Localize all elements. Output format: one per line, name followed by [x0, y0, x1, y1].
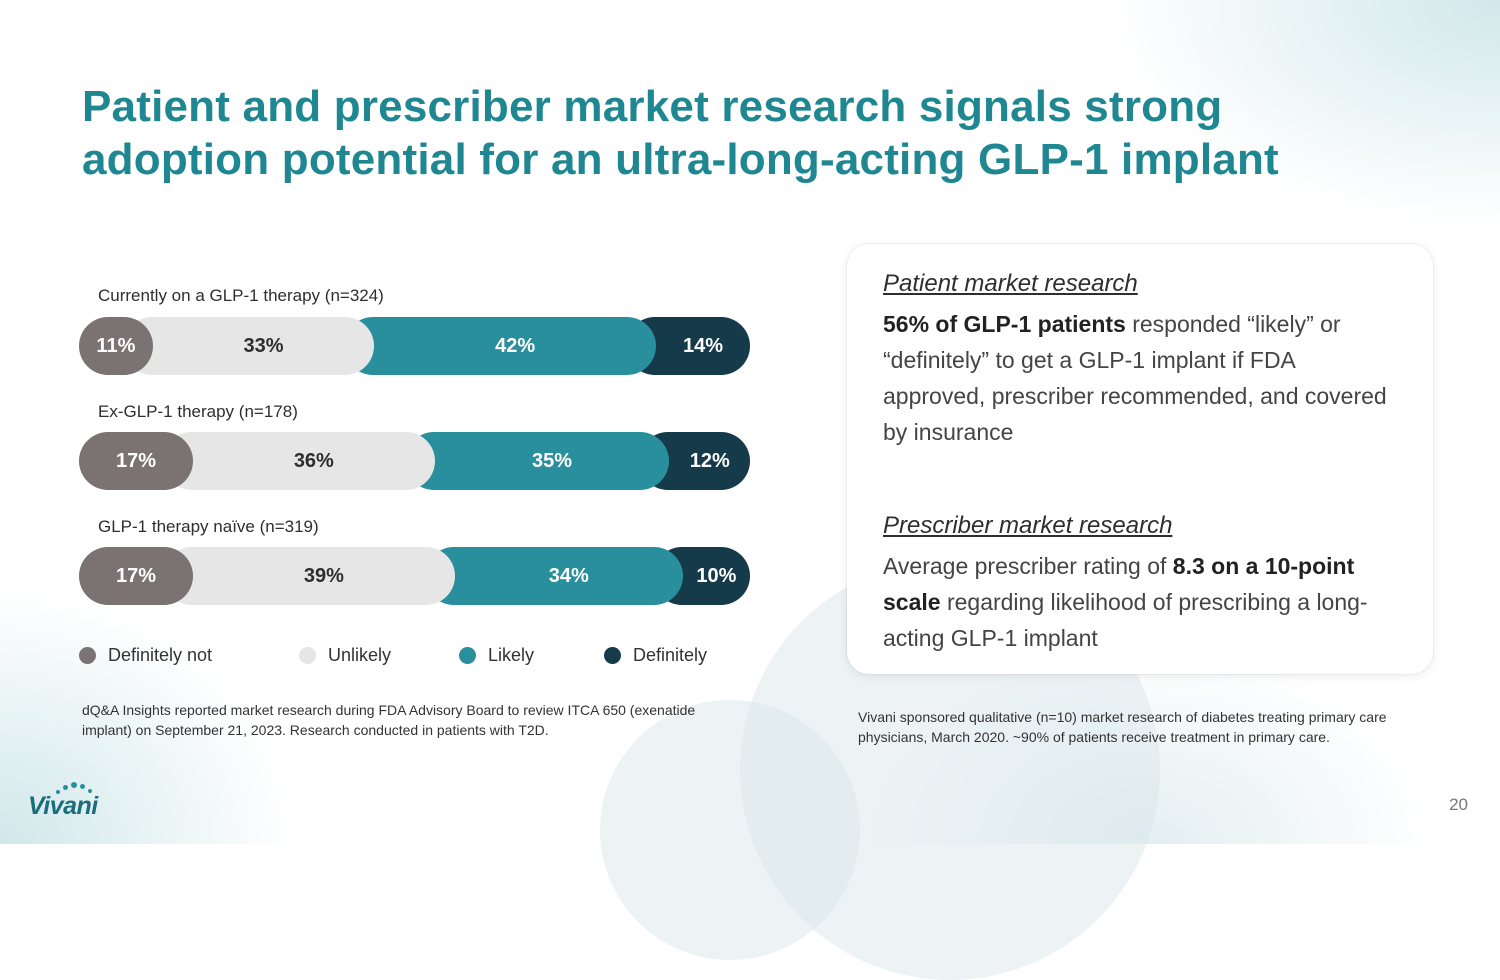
bar-segment-label: 11% [96, 334, 136, 357]
logo-dot [56, 790, 60, 794]
bar-segment-unlikely: 33% [122, 317, 375, 375]
bar-segment-label: 33% [243, 334, 284, 357]
bar-category-label: Ex-GLP-1 therapy (n=178) [98, 402, 298, 421]
bar-segment-definitely-not: 17% [79, 432, 194, 490]
legend-label: Definitely [633, 645, 708, 665]
research-summary-card: Patient market research 56% of GLP-1 pat… [847, 244, 1433, 674]
logo-dot [80, 784, 85, 789]
patient-research-body: responded “likely” or “definitely” to ge… [883, 311, 1387, 445]
bar-category-label: GLP-1 therapy naïve (n=319) [98, 517, 319, 536]
legend-item-definitely: Definitely [604, 645, 707, 666]
stacked-bar: 11% 33% 42% 14% [79, 317, 750, 375]
bar-segment-label: 35% [532, 449, 573, 472]
chart-legend: Definitely not Unlikely Likely Definitely [79, 645, 759, 671]
bar-segment-label: 17% [116, 449, 157, 472]
logo-dot [88, 789, 92, 793]
bar-segment-label: 42% [495, 334, 536, 357]
patient-research-block: Patient market research 56% of GLP-1 pat… [883, 268, 1403, 450]
legend-label: Likely [488, 645, 535, 665]
bar-segment-likely: 42% [344, 317, 657, 375]
prescriber-research-text: Average prescriber rating of 8.3 on a 10… [883, 548, 1403, 656]
legend-swatch [299, 647, 316, 664]
patient-research-highlight: 56% of GLP-1 patients [883, 311, 1126, 337]
patient-research-text: 56% of GLP-1 patients responded “likely”… [883, 306, 1403, 450]
logo-dot [63, 785, 68, 790]
slide-title: Patient and prescriber market research s… [82, 82, 1279, 184]
legend-swatch [459, 647, 476, 664]
logo-dot [71, 782, 77, 788]
prescriber-research-highlight: 8.3 on a 10-point scale [883, 553, 1355, 615]
bar-segment-label: 12% [689, 449, 730, 472]
footnote-left: dQ&A Insights reported market research d… [82, 702, 696, 738]
prescriber-research-heading: Prescriber market research [883, 512, 1173, 539]
legend-item-unlikely: Unlikely [299, 645, 391, 666]
bar-segment-label: 14% [683, 334, 724, 357]
bar-segment-label: 17% [116, 564, 157, 587]
stacked-bar: 17% 39% 34% 10% [79, 547, 750, 605]
bar-segment-unlikely: 36% [163, 432, 435, 490]
bar-segment-label: 39% [303, 564, 344, 587]
bar-segment-likely: 35% [404, 432, 670, 490]
stacked-bar: 17% 36% 35% 12% [79, 432, 750, 490]
bar-segment-definitely-not: 11% [79, 317, 153, 375]
bar-segment-unlikely: 39% [163, 547, 455, 605]
prescriber-research-body-pre: Average prescriber rating of [883, 553, 1173, 579]
legend-label: Unlikely [328, 645, 392, 665]
page-number: 20 [1449, 795, 1468, 814]
legend-swatch [79, 647, 96, 664]
bar-segment-label: 36% [293, 449, 334, 472]
legend-label: Definitely not [108, 645, 213, 665]
bar-segment-definitely-not: 17% [79, 547, 194, 605]
prescriber-research-body-post: regarding likelihood of prescribing a lo… [883, 589, 1368, 651]
bar-segment-label: 34% [548, 564, 589, 587]
legend-swatch [604, 647, 621, 664]
footnote-right: Vivani sponsored qualitative (n=10) mark… [858, 709, 1387, 745]
bar-segment-likely: 34% [424, 547, 683, 605]
prescriber-research-block: Prescriber market research Average presc… [883, 510, 1403, 656]
logo-text: Vivani [28, 792, 98, 820]
vivani-logo: Vivani [28, 776, 108, 824]
bar-category-label: Currently on a GLP-1 therapy (n=324) [98, 286, 384, 305]
legend-item-definitely-not: Definitely not [79, 645, 212, 666]
patient-research-heading: Patient market research [883, 270, 1138, 297]
bar-segment-label: 10% [696, 564, 737, 587]
legend-item-likely: Likely [459, 645, 534, 666]
